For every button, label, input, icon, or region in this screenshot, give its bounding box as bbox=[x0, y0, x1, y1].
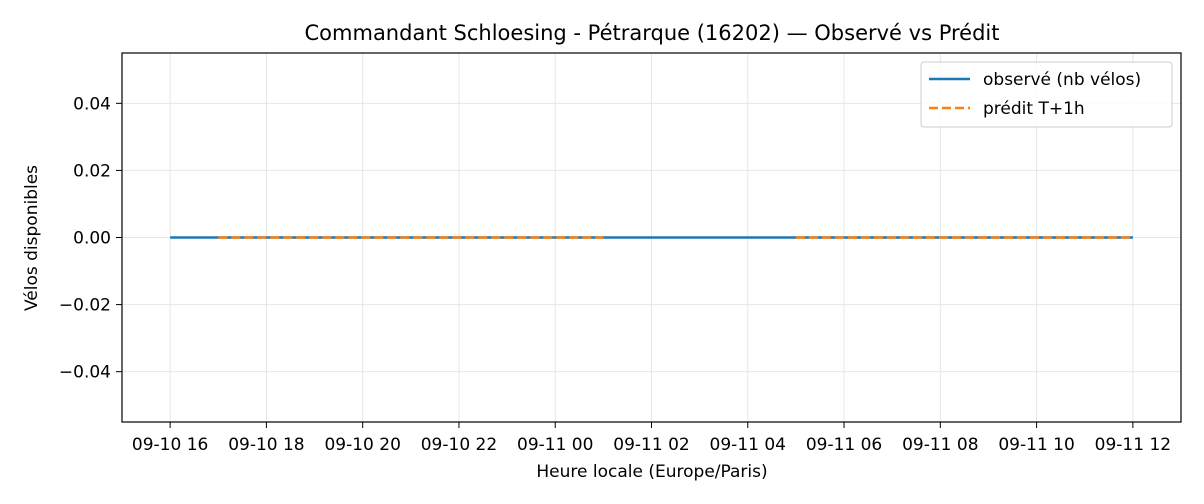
x-tick-label: 09-10 20 bbox=[324, 435, 400, 455]
y-tick-label: 0.04 bbox=[73, 94, 111, 114]
x-tick-label: 09-11 04 bbox=[710, 435, 786, 455]
x-tick-label: 09-10 22 bbox=[421, 435, 497, 455]
x-tick-label: 09-11 08 bbox=[902, 435, 978, 455]
y-tick-label: 0.00 bbox=[73, 229, 111, 249]
x-tick-label: 09-11 10 bbox=[998, 435, 1074, 455]
x-tick-label: 09-11 06 bbox=[806, 435, 882, 455]
y-tick-label: 0.02 bbox=[73, 161, 111, 181]
legend-label-observe: observé (nb vélos) bbox=[983, 70, 1141, 90]
y-tick-label: −0.02 bbox=[59, 296, 111, 316]
x-tick-label: 09-11 00 bbox=[517, 435, 593, 455]
x-tick-label: 09-11 02 bbox=[613, 435, 689, 455]
x-axis-ticks: 09-10 16 09-10 18 09-10 20 09-10 22 09-11 00… bbox=[132, 422, 1171, 455]
y-axis-ticks: −0.04 −0.02 0.00 0.02 0.04 bbox=[59, 94, 122, 383]
y-tick-label: −0.04 bbox=[59, 363, 111, 383]
x-tick-label: 09-10 16 bbox=[132, 435, 208, 455]
legend: observé (nb vélos) prédit T+1h bbox=[920, 61, 1173, 128]
x-tick-label: 09-10 18 bbox=[228, 435, 304, 455]
x-tick-label: 09-11 12 bbox=[1095, 435, 1171, 455]
legend-box bbox=[920, 61, 1173, 128]
y-axis-label: Vélos disponibles bbox=[22, 165, 42, 311]
chart-title: Commandant Schloesing - Pétrarque (16202… bbox=[305, 21, 1000, 45]
legend-label-predit: prédit T+1h bbox=[983, 99, 1085, 119]
x-axis-label: Heure locale (Europe/Paris) bbox=[536, 462, 767, 482]
